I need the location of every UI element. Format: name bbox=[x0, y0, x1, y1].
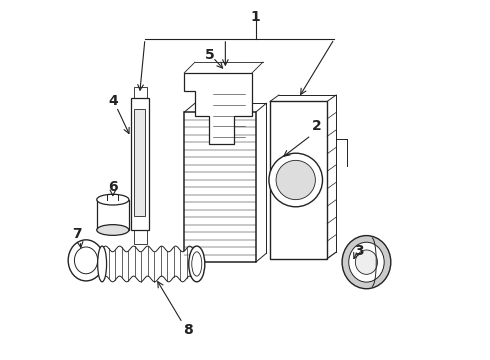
Bar bbox=[134, 87, 147, 98]
Circle shape bbox=[269, 153, 322, 207]
Text: 1: 1 bbox=[251, 10, 261, 24]
Ellipse shape bbox=[68, 240, 104, 281]
Ellipse shape bbox=[192, 252, 202, 276]
Ellipse shape bbox=[98, 246, 107, 282]
Ellipse shape bbox=[189, 246, 205, 282]
Ellipse shape bbox=[349, 242, 384, 282]
Ellipse shape bbox=[342, 235, 391, 289]
Text: 7: 7 bbox=[73, 226, 82, 240]
Ellipse shape bbox=[74, 247, 98, 274]
Polygon shape bbox=[184, 73, 252, 144]
Ellipse shape bbox=[97, 225, 129, 235]
Text: 8: 8 bbox=[183, 323, 193, 337]
Text: 3: 3 bbox=[354, 244, 364, 258]
Polygon shape bbox=[134, 109, 145, 216]
Text: 5: 5 bbox=[204, 48, 214, 62]
Bar bbox=[270, 102, 327, 258]
Ellipse shape bbox=[97, 194, 129, 205]
Circle shape bbox=[276, 160, 316, 200]
Bar bbox=[184, 112, 256, 262]
Bar bbox=[97, 200, 129, 230]
Text: 2: 2 bbox=[312, 120, 321, 134]
Polygon shape bbox=[131, 98, 148, 230]
Text: 4: 4 bbox=[108, 94, 118, 108]
Text: 6: 6 bbox=[108, 180, 118, 194]
Ellipse shape bbox=[355, 250, 377, 274]
Bar bbox=[134, 225, 147, 244]
